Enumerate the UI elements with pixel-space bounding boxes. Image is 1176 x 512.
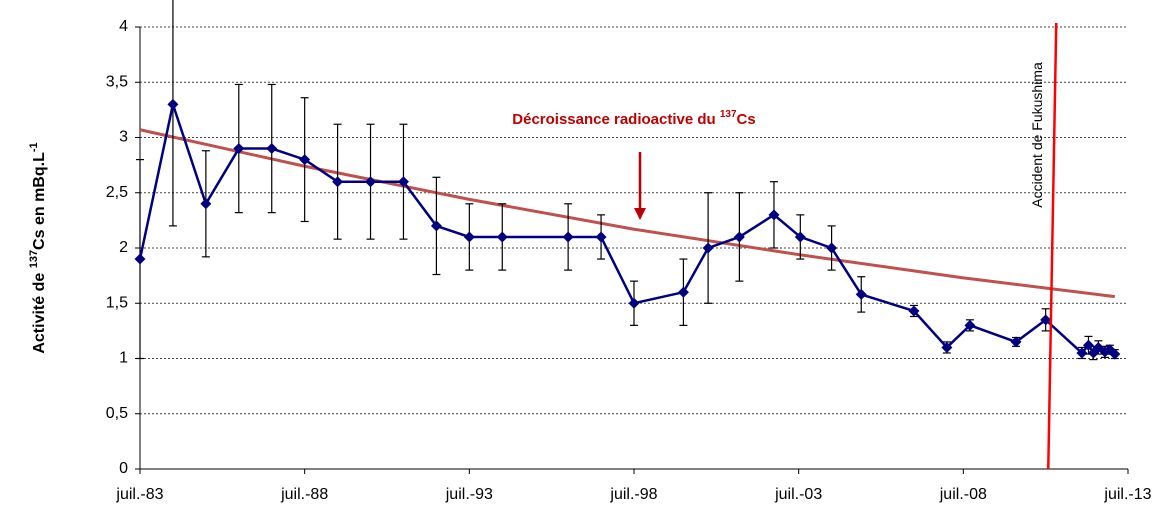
y-tick-label: 1 (119, 350, 128, 367)
data-point (430, 220, 442, 232)
data-point (562, 231, 574, 243)
data-point (1040, 314, 1052, 326)
y-label-text: Activité de (31, 268, 48, 353)
y-tick-label: 2 (119, 239, 128, 256)
data-point (628, 297, 640, 309)
y-tick-label: 3,5 (106, 73, 128, 90)
data-point (794, 231, 806, 243)
annotation-sup: 137 (720, 109, 737, 120)
data-point (299, 154, 311, 166)
data-point (964, 319, 976, 331)
data-point (677, 286, 689, 298)
x-tick-label: juil.-13 (1103, 486, 1151, 503)
trend-line (139, 128, 1116, 299)
y-tick-label: 3 (119, 129, 128, 146)
y-tick-label: 4 (119, 18, 128, 35)
data-point (826, 242, 838, 254)
y-tick-label: 1,5 (106, 294, 128, 311)
data-point (266, 143, 278, 155)
x-tick-label: juil.-08 (939, 486, 987, 503)
event-line (1047, 22, 1058, 470)
data-point (1010, 336, 1022, 348)
data-point (200, 198, 212, 210)
data-point (1109, 348, 1121, 360)
y-label-sup: 137 (28, 250, 40, 268)
data-point (167, 98, 179, 110)
data-line (138, 99, 1116, 356)
data-point (233, 143, 245, 155)
annotation-arrowhead (634, 208, 646, 220)
y-tick-label: 0 (119, 460, 128, 477)
x-tick-label: juil.-88 (280, 486, 328, 503)
event-label: Accident de Fukushima (1029, 62, 1045, 208)
annotation-text: Cs (737, 111, 756, 128)
data-point (1092, 341, 1104, 353)
annotation-text: Décroissance radioactive du (512, 111, 720, 128)
x-tick-label: juil.-03 (774, 486, 822, 503)
data-point (908, 305, 920, 317)
data-point (941, 341, 953, 353)
data-point (463, 231, 475, 243)
data-point (1082, 339, 1094, 351)
x-tick-label: juil.-93 (445, 486, 493, 503)
y-label-text: Cs en mBq.L (31, 152, 48, 250)
y-tick-label: 2,5 (106, 184, 128, 201)
data-point (397, 176, 409, 188)
data-point (332, 176, 344, 188)
data-point (496, 231, 508, 243)
data-point (733, 231, 745, 243)
y-axis-label: Activité de 137Cs en mBq.L-1 (28, 142, 48, 353)
data-point (702, 242, 714, 254)
x-tick-label: juil.-83 (115, 486, 163, 503)
data-point (1076, 347, 1088, 359)
data-point (134, 253, 146, 265)
data-point (595, 231, 607, 243)
x-tick-label: juil.-98 (609, 486, 657, 503)
data-point (855, 288, 867, 300)
data-point (768, 209, 780, 221)
y-tick-label: 0,5 (106, 405, 128, 422)
annotation: Décroissance radioactive du 137Cs (512, 109, 755, 128)
y-label-sup: -1 (28, 142, 40, 152)
data-point (365, 176, 377, 188)
